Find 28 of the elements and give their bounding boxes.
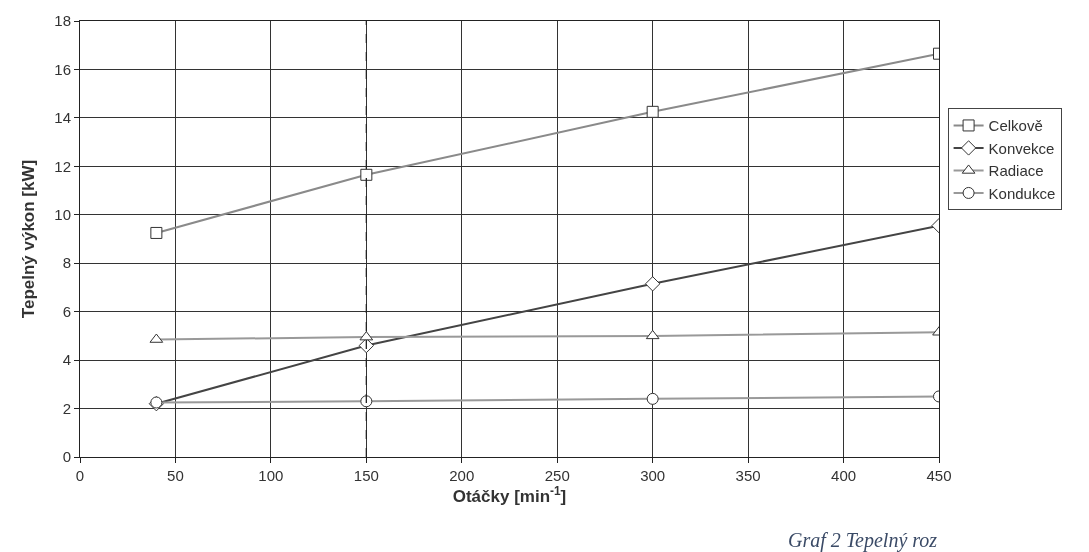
x-tick-label: 200 bbox=[449, 467, 475, 484]
y-tick-label: 12 bbox=[54, 157, 71, 175]
y-tick-label: 2 bbox=[62, 399, 71, 417]
x-tick-label: 100 bbox=[258, 467, 284, 484]
x-tick-label: 350 bbox=[735, 467, 761, 484]
y-tick-label: 6 bbox=[62, 302, 71, 320]
text: Graf 2 Tepelný roz bbox=[788, 529, 938, 552]
x-tick-label: 450 bbox=[926, 467, 952, 484]
y-tick-label: 10 bbox=[54, 206, 71, 224]
x-tick-label: 0 bbox=[75, 467, 85, 484]
point bbox=[645, 276, 661, 292]
x-tick-label: 250 bbox=[544, 467, 570, 484]
x-axis-title: Otáčky [min$^{-1}$] bbox=[452, 484, 567, 507]
legend-label: Kondukce bbox=[988, 184, 1056, 202]
y-tick-label: 8 bbox=[62, 254, 71, 272]
y-tick-label: 16 bbox=[54, 60, 71, 78]
y-tick-label: 0 bbox=[62, 448, 71, 466]
y-axis-title: Tepelný výkon [kW] bbox=[18, 159, 38, 319]
x-tick-label: 300 bbox=[640, 467, 666, 484]
x-tick-label: 150 bbox=[353, 467, 379, 484]
legend-label: Konvekce bbox=[988, 139, 1055, 157]
y-tick-label: 18 bbox=[54, 12, 71, 30]
x-tick-label: 400 bbox=[831, 467, 857, 484]
legend-label: Celkově bbox=[988, 117, 1043, 135]
y-tick-label: 14 bbox=[54, 109, 71, 127]
x-tick-label: 50 bbox=[167, 467, 184, 484]
legend-label: Radiace bbox=[988, 162, 1044, 180]
y-tick-label: 4 bbox=[62, 351, 71, 369]
